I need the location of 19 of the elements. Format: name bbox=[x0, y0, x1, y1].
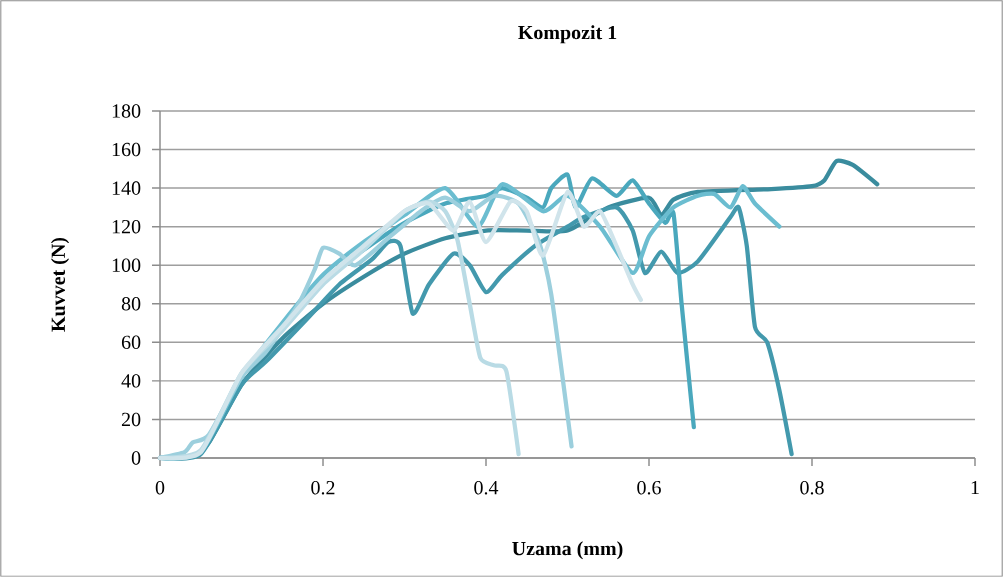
y-tick-label: 60 bbox=[121, 335, 141, 350]
y-tick-label: 0 bbox=[131, 451, 141, 465]
y-tick-label: 80 bbox=[121, 297, 141, 311]
x-tick-label: 0 bbox=[155, 480, 165, 495]
y-axis-title: Kuvvet (N) bbox=[50, 237, 70, 332]
y-tick-label: 180 bbox=[112, 104, 141, 118]
x-axis-title: Uzama (mm) bbox=[512, 541, 623, 560]
chart-title: Kompozit 1 bbox=[518, 25, 617, 44]
x-tick-label: 0.6 bbox=[637, 480, 661, 495]
y-tick-label: 120 bbox=[112, 219, 141, 234]
y-tick-label: 20 bbox=[121, 412, 141, 427]
y-tick-label: 100 bbox=[112, 258, 141, 272]
y-tick-label: 140 bbox=[112, 181, 141, 195]
x-tick-label: 0.2 bbox=[311, 480, 335, 495]
x-tick-label: 0.8 bbox=[800, 480, 824, 495]
y-tick-label: 160 bbox=[112, 142, 141, 157]
y-tick-label: 40 bbox=[121, 374, 141, 388]
x-tick-label: 0.4 bbox=[474, 480, 499, 495]
x-tick-label: 1 bbox=[971, 480, 979, 495]
